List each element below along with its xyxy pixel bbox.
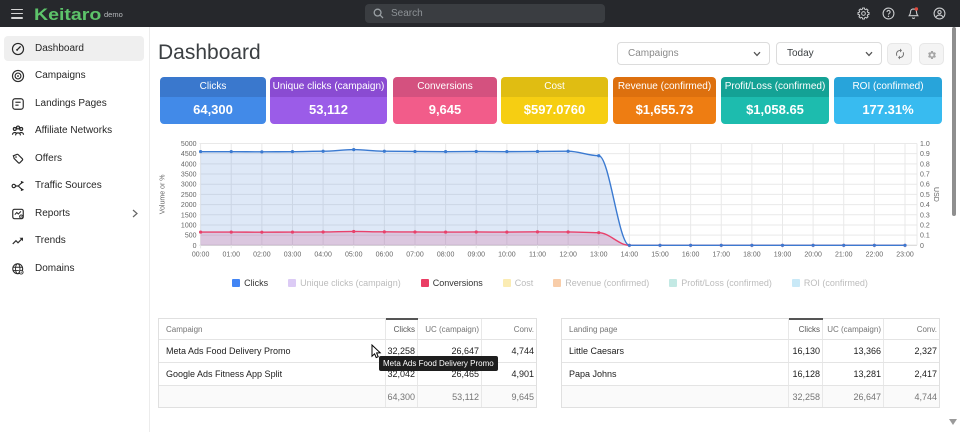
- svg-text:04:00: 04:00: [314, 251, 332, 258]
- svg-text:0.4: 0.4: [920, 202, 930, 209]
- svg-text:18:00: 18:00: [743, 251, 761, 258]
- svg-text:3000: 3000: [181, 182, 197, 189]
- svg-text:06:00: 06:00: [376, 251, 394, 258]
- svg-text:0.5: 0.5: [920, 192, 930, 199]
- svg-text:0: 0: [193, 243, 197, 250]
- svg-text:15:00: 15:00: [651, 251, 669, 258]
- svg-text:09:00: 09:00: [467, 251, 485, 258]
- svg-text:00:00: 00:00: [192, 251, 210, 258]
- svg-text:1.0: 1.0: [920, 141, 930, 148]
- svg-text:13:00: 13:00: [590, 251, 608, 258]
- svg-text:19:00: 19:00: [774, 251, 792, 258]
- svg-text:02:00: 02:00: [253, 251, 271, 258]
- svg-text:21:00: 21:00: [835, 251, 853, 258]
- svg-text:16:00: 16:00: [682, 251, 700, 258]
- svg-text:Volume or %: Volume or %: [160, 175, 167, 215]
- svg-text:20:00: 20:00: [804, 251, 822, 258]
- svg-text:05:00: 05:00: [345, 251, 363, 258]
- svg-text:USD: USD: [932, 187, 939, 202]
- svg-text:07:00: 07:00: [406, 251, 424, 258]
- svg-text:0.7: 0.7: [920, 172, 930, 179]
- svg-text:14:00: 14:00: [621, 251, 639, 258]
- svg-text:0.2: 0.2: [920, 222, 930, 229]
- svg-text:10:00: 10:00: [498, 251, 516, 258]
- svg-text:22:00: 22:00: [866, 251, 884, 258]
- svg-text:2500: 2500: [181, 192, 197, 199]
- svg-text:500: 500: [185, 233, 197, 240]
- svg-text:0.9: 0.9: [920, 151, 930, 158]
- svg-text:5000: 5000: [181, 141, 197, 148]
- svg-text:0.3: 0.3: [920, 212, 930, 219]
- svg-text:0: 0: [920, 243, 924, 250]
- svg-text:3500: 3500: [181, 172, 197, 179]
- svg-text:11:00: 11:00: [529, 251, 546, 258]
- svg-text:17:00: 17:00: [712, 251, 730, 258]
- svg-text:0.8: 0.8: [920, 161, 930, 168]
- svg-text:2000: 2000: [181, 202, 197, 209]
- svg-text:1000: 1000: [181, 222, 197, 229]
- svg-text:12:00: 12:00: [559, 251, 577, 258]
- svg-text:03:00: 03:00: [284, 251, 302, 258]
- svg-text:01:00: 01:00: [222, 251, 240, 258]
- svg-text:1500: 1500: [181, 212, 197, 219]
- svg-text:4000: 4000: [181, 161, 197, 168]
- svg-text:08:00: 08:00: [437, 251, 455, 258]
- svg-text:23:00: 23:00: [896, 251, 914, 258]
- svg-text:0.1: 0.1: [920, 233, 930, 240]
- svg-text:4500: 4500: [181, 151, 197, 158]
- svg-text:0.6: 0.6: [920, 182, 930, 189]
